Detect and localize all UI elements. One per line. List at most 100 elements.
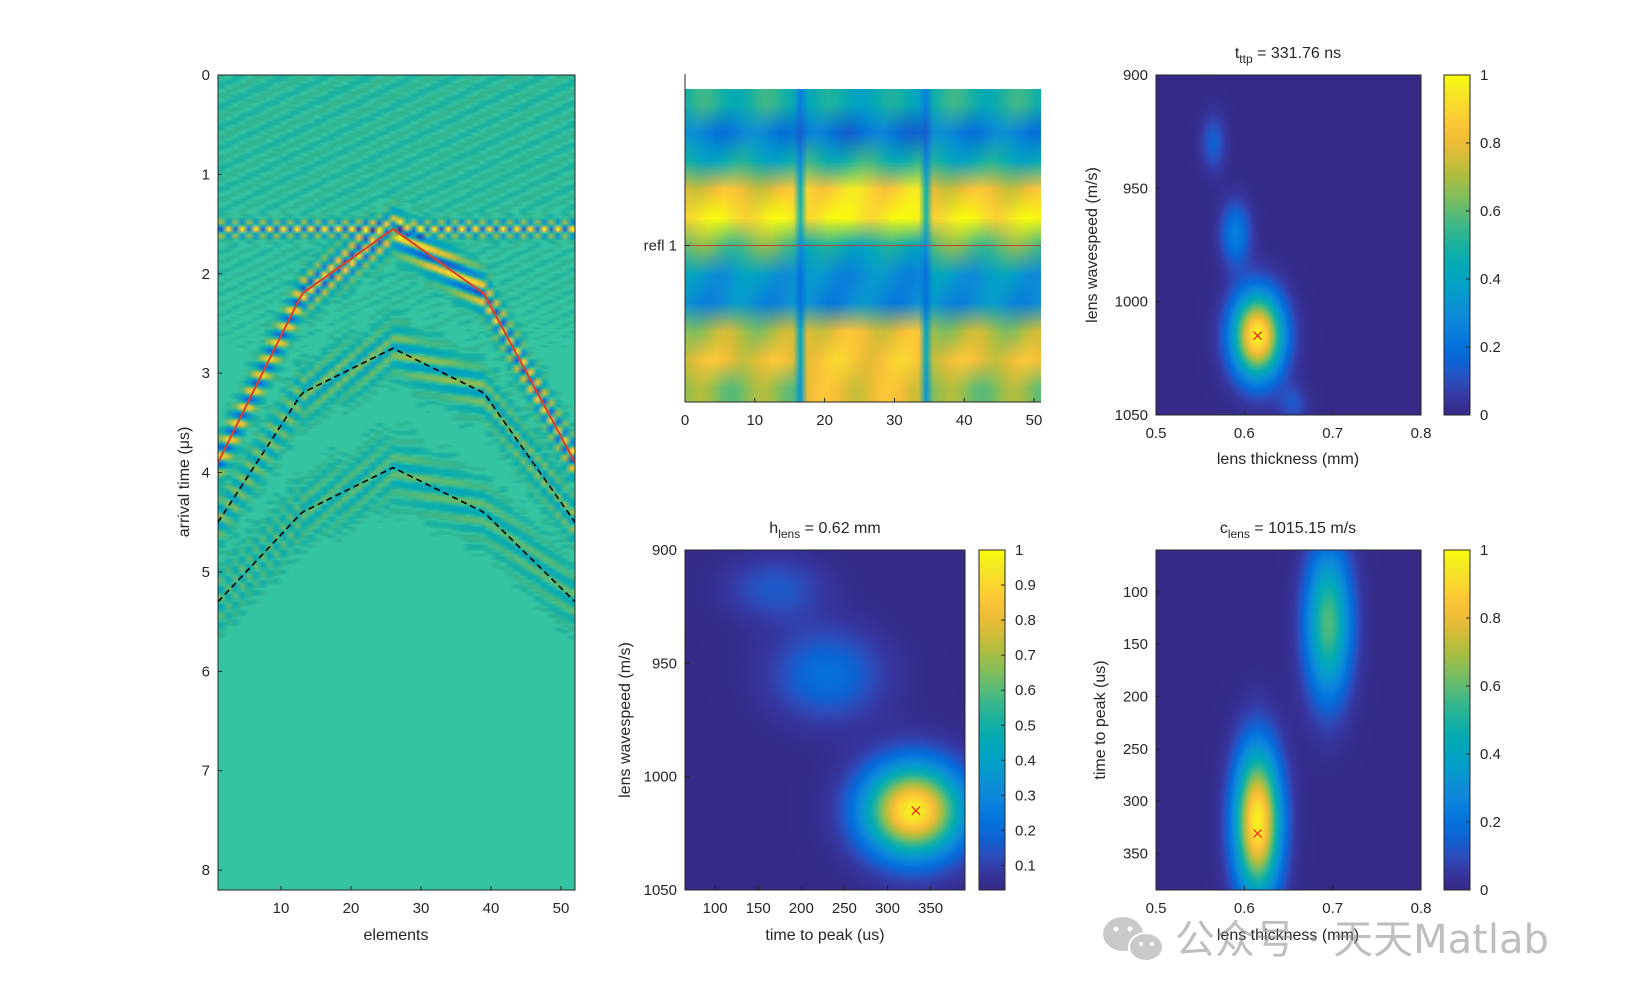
- x-tick-label: 350: [918, 900, 943, 917]
- y-tick-label: 4: [202, 465, 210, 482]
- clens-colorbar: [1444, 550, 1470, 890]
- clens-colorbar-ticks: 0 0.2 0.4 0.6 0.8 1: [1466, 542, 1501, 899]
- colorbar-tick-label: 1: [1480, 67, 1488, 84]
- colorbar-tick-label: 0.6: [1015, 682, 1036, 699]
- bscan-x-ticks: 10 20 30 40 50: [273, 886, 570, 917]
- hlens-colorbar-ticks: 0.1 0.2 0.3 0.4 0.5 0.6 0.7 0.8 0.9 1: [1001, 542, 1036, 874]
- hlens-x-label: time to peak (us): [765, 927, 884, 944]
- colorbar-tick-label: 0.2: [1480, 814, 1501, 831]
- y-tick-label: 1: [202, 166, 210, 183]
- x-tick-label: 100: [703, 900, 728, 917]
- clens-y-ticks: 100 150 200 250 300 350: [1123, 584, 1160, 862]
- colorbar-tick-label: 0.7: [1015, 647, 1036, 664]
- bscan-y-ticks: 0 1 2 3 4 5 6 7 8: [202, 67, 222, 879]
- y-tick-label: 250: [1123, 741, 1148, 758]
- colorbar-tick-label: 0.8: [1480, 135, 1501, 152]
- colorbar-tick-label: 0: [1480, 407, 1488, 424]
- x-tick-label: 30: [886, 412, 903, 429]
- y-tick-label: 900: [652, 542, 677, 559]
- x-tick-label: 200: [789, 900, 814, 917]
- x-tick-label: 50: [553, 900, 570, 917]
- x-tick-label: 40: [956, 412, 973, 429]
- x-tick-label: 0.7: [1322, 900, 1343, 917]
- x-tick-label: 0.6: [1234, 900, 1255, 917]
- ttp-x-ticks: 0.5 0.6 0.7 0.8: [1146, 411, 1432, 442]
- dashed-curve: [218, 347, 575, 523]
- x-tick-label: 40: [483, 900, 500, 917]
- ttp-y-label: lens wavespeed (m/s): [1084, 167, 1101, 323]
- y-tick-label: 3: [202, 365, 210, 382]
- ttp-colorbar-ticks: 0 0.2 0.4 0.6 0.8 1: [1466, 67, 1501, 424]
- x-tick-label: 300: [875, 900, 900, 917]
- hlens-title: hlens = 0.62 mm: [769, 520, 880, 541]
- colorbar-tick-label: 0.1: [1015, 857, 1036, 874]
- x-tick-label: 0.8: [1411, 425, 1432, 442]
- y-tick-label: 8: [202, 862, 210, 879]
- y-tick-label: 900: [1123, 67, 1148, 84]
- x-tick-label: 150: [746, 900, 771, 917]
- y-tick-label: 7: [202, 763, 210, 780]
- ttp-y-ticks: 900 950 1000 1050: [1115, 67, 1160, 424]
- colorbar-tick-label: 0.6: [1480, 203, 1501, 220]
- hlens-colorbar: [979, 550, 1005, 890]
- ttp-x-label: lens thickness (mm): [1217, 451, 1359, 468]
- colorbar-tick-label: 0.8: [1015, 612, 1036, 629]
- y-tick-label: 2: [202, 266, 210, 283]
- colorbar-tick-label: 0.4: [1480, 271, 1501, 288]
- colorbar-tick-label: 0.3: [1015, 787, 1036, 804]
- y-tick-label: 350: [1123, 845, 1148, 862]
- x-tick-label: 50: [1026, 412, 1043, 429]
- y-tick-label: 950: [652, 655, 677, 672]
- ttp-colorbar: [1444, 75, 1470, 415]
- hlens-panel: 100 150 200 250 300 350 900 950 1000 1050 hlens …: [617, 520, 1036, 944]
- x-tick-label: 0.6: [1234, 425, 1255, 442]
- y-tick-label: 1000: [1115, 294, 1148, 311]
- colorbar-tick-label: 0.5: [1015, 717, 1036, 734]
- peak-marker: [1253, 829, 1263, 838]
- refl-panel: refl 1 0 10 20 30 40 50: [644, 74, 1043, 429]
- clens-x-ticks: 0.5 0.6 0.7 0.8: [1146, 886, 1432, 917]
- bscan-panel: 10 20 30 40 50 0 1 2 3 4 5 6 7 8 elements arrival ti…: [176, 67, 576, 944]
- colorbar-tick-label: 0.2: [1015, 822, 1036, 839]
- hlens-peak-marker: [911, 806, 921, 816]
- colorbar-tick-label: 0.4: [1480, 746, 1501, 763]
- y-tick-label: 200: [1123, 688, 1148, 705]
- clens-x-label: lens thickness (mm): [1217, 927, 1359, 944]
- bscan-plot-area: [218, 75, 575, 890]
- hlens-heatmap-image: [685, 550, 965, 890]
- y-tick-label: 0: [202, 67, 210, 84]
- clens-heatmap-image: [1156, 550, 1421, 890]
- x-tick-label: 10: [746, 412, 763, 429]
- hlens-x-ticks: 100 150 200 250 300 350: [703, 886, 943, 917]
- ttp-panel: 0.5 0.6 0.7 0.8 900 950 1000 1050 tttp = 331.7…: [1084, 45, 1501, 468]
- refl-x-ticks: 0 10 20 30 40 50: [681, 398, 1043, 429]
- refl-row-label: refl 1: [644, 238, 677, 255]
- clens-peak-marker: [1253, 829, 1263, 838]
- x-tick-label: 0.7: [1322, 425, 1343, 442]
- x-tick-label: 250: [832, 900, 857, 917]
- y-tick-label: 100: [1123, 584, 1148, 601]
- bscan-y-label: arrival time (μs): [176, 427, 193, 538]
- hlens-y-label: lens wavespeed (m/s): [617, 642, 634, 798]
- y-tick-label: 1000: [644, 769, 677, 786]
- hlens-axes-box: [684, 549, 966, 891]
- colorbar-tick-label: 1: [1480, 542, 1488, 559]
- y-tick-label: 6: [202, 663, 210, 680]
- clens-axes-box: [1155, 549, 1422, 891]
- y-tick-label: 950: [1123, 180, 1148, 197]
- peak-marker: [1253, 331, 1263, 341]
- y-tick-label: 300: [1123, 793, 1148, 810]
- ttp-heatmap-image: [1156, 75, 1421, 415]
- bscan-x-label: elements: [364, 927, 429, 944]
- watermark: 公众号 · 天天Matlab: [1103, 917, 1549, 963]
- x-tick-label: 10: [273, 900, 290, 917]
- wechat-icon: [1103, 917, 1164, 962]
- y-tick-label: 5: [202, 564, 210, 581]
- clens-y-label: time to peak (us): [1092, 660, 1109, 779]
- y-tick-label: 1050: [644, 882, 677, 899]
- ttp-axes-box: [1155, 74, 1422, 416]
- x-tick-label: 20: [816, 412, 833, 429]
- bscan-image: [218, 75, 575, 890]
- x-tick-label: 0.8: [1411, 900, 1432, 917]
